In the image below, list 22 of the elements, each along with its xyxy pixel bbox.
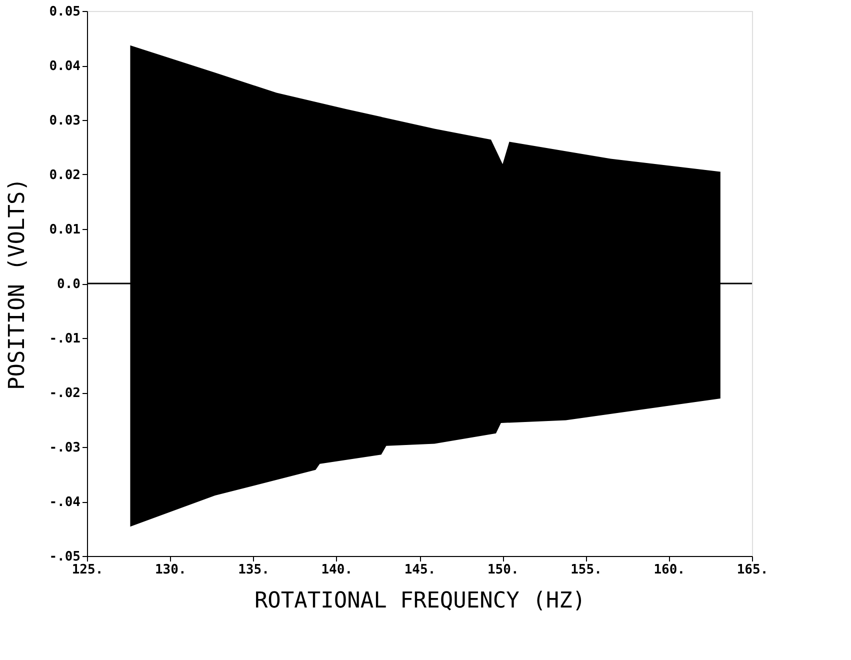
y-tick-label: 0.05: [49, 4, 80, 20]
y-tick-label: -.01: [49, 332, 81, 346]
y-axis-title: POSITION (VOLTS): [5, 178, 30, 390]
x-tick-label: 135.: [238, 562, 270, 578]
y-tick-label: 0.03: [49, 114, 80, 128]
x-axis-title: ROTATIONAL FREQUENCY (HZ): [254, 588, 586, 614]
y-tick-label: 0.01: [49, 222, 81, 238]
y-tick-label: -.05: [49, 550, 80, 564]
x-tick-label: 150.: [487, 562, 519, 578]
x-tick-label: 130.: [154, 562, 186, 578]
x-tick-label: 160.: [654, 562, 686, 578]
y-tick-label: 0.04: [49, 59, 81, 74]
x-tick-label: 145.: [404, 562, 436, 578]
y-tick-label: 0.02: [49, 168, 80, 183]
y-tick-label: -.02: [49, 386, 80, 401]
x-tick-label: 155.: [570, 562, 602, 578]
y-tick-label: 0.0: [57, 277, 81, 292]
y-tick-label: -.03: [49, 440, 80, 456]
y-tick-label: -.04: [49, 495, 81, 510]
x-tick-label: 140.: [321, 562, 353, 578]
x-tick-label: 165.: [736, 562, 768, 578]
x-tick-label: 125.: [72, 562, 104, 578]
